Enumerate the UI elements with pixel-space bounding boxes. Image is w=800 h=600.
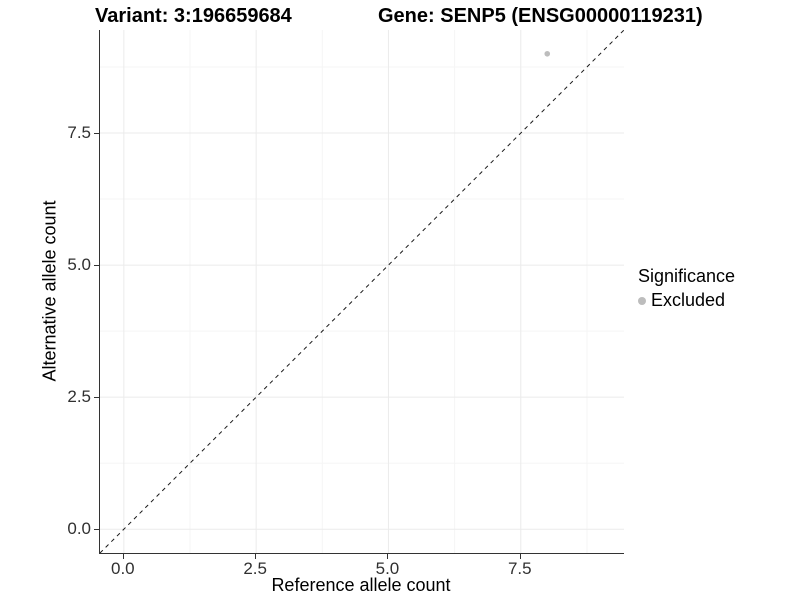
legend-item-label: Excluded: [651, 290, 726, 310]
plot-panel: [99, 30, 624, 554]
y-tick-mark: [94, 397, 99, 399]
y-tick-label: 7.5: [67, 123, 91, 142]
x-axis-title: Reference allele count: [271, 575, 451, 595]
x-tick-mark: [519, 554, 521, 559]
variant-title: Variant: 3:196659684: [95, 5, 292, 27]
legend-title: Significance: [638, 266, 736, 286]
legend-item-excluded: Excluded: [638, 290, 735, 311]
y-tick-label: 2.5: [67, 387, 91, 407]
x-tick-label: 2.5: [243, 559, 267, 578]
gene-title: Gene: SENP5 (ENSG00000119231): [378, 5, 703, 27]
data-point: [544, 50, 551, 57]
y-tick-label: 5.0: [67, 255, 91, 275]
y-axis-title: Alternative allele count: [39, 200, 60, 382]
x-tick-mark: [122, 554, 124, 559]
x-tick-label: 7.5: [507, 559, 532, 578]
y-tick-label: 0.0: [67, 519, 91, 539]
y-tick-mark: [94, 265, 99, 267]
y-tick-mark: [94, 529, 99, 531]
x-tick-mark: [387, 554, 389, 559]
identity-dashed-line: [100, 30, 624, 553]
y-tick-mark: [94, 133, 99, 134]
x-tick-label: 5.0: [375, 559, 400, 578]
legend: Significance Excluded: [638, 266, 735, 311]
x-tick-mark: [255, 554, 257, 559]
legend-key-dot-icon: [638, 296, 646, 305]
plot-svg: [100, 30, 624, 553]
x-tick-label: 0.0: [110, 559, 135, 578]
